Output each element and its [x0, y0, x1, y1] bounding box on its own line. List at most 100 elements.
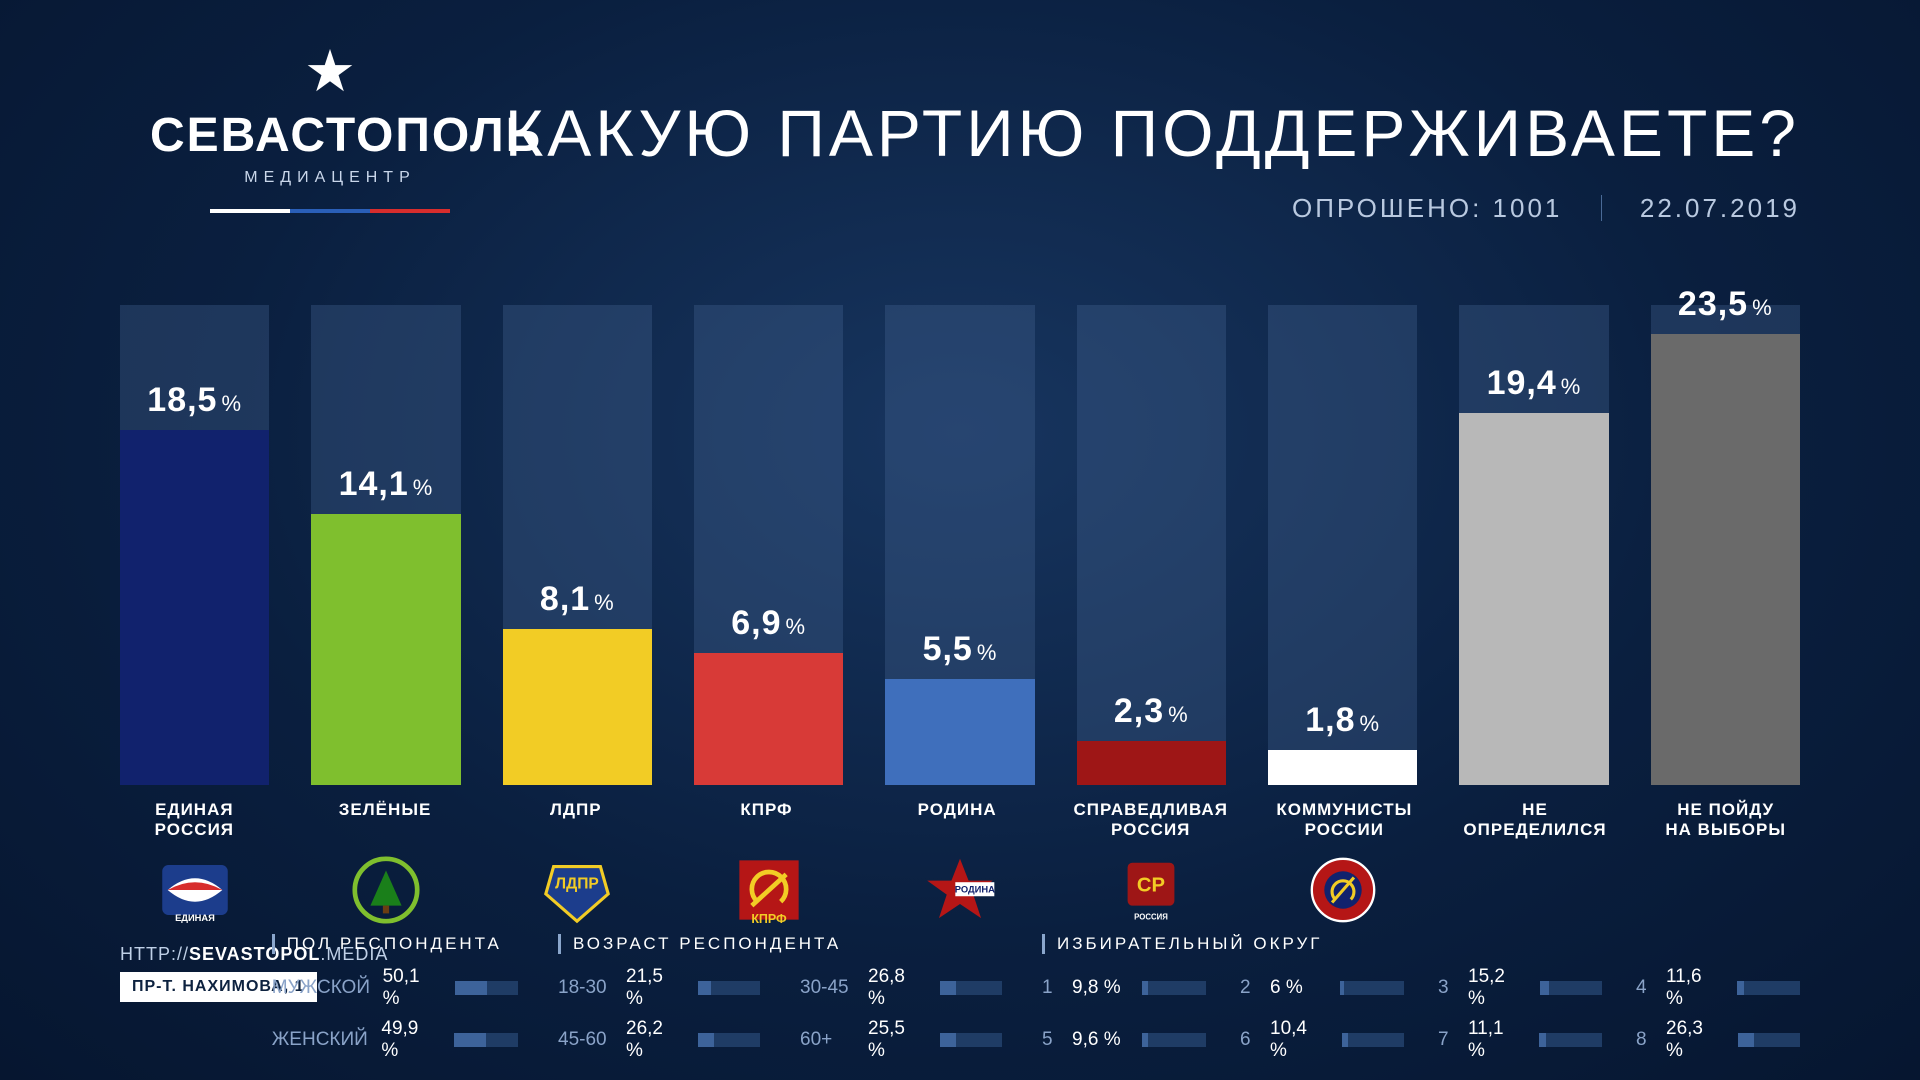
stat-value: 6 %	[1270, 977, 1326, 999]
stat-bar	[454, 1033, 518, 1047]
bar-fill	[1077, 741, 1226, 785]
bar-col: 18,5%	[120, 305, 269, 785]
brand-name: СЕВАСТОПОЛЬ	[150, 108, 510, 163]
stat-bar	[455, 981, 518, 995]
stat-row: 45-60 26,2 %	[558, 1018, 760, 1062]
stat-row: 4 11,6 %	[1636, 966, 1800, 1010]
bar-outer: 1,8%	[1268, 305, 1417, 785]
district-section: ИЗБИРАТЕЛЬНЫЙ ОКРУГ 1 9,8 % 2 6 % 3 15,2…	[1042, 934, 1800, 1044]
bar-fill	[1651, 334, 1800, 785]
stat-label: 30-45	[800, 977, 854, 999]
svg-text:КПРФ: КПРФ	[751, 912, 787, 926]
bar-value: 5,5%	[885, 630, 1034, 669]
main-bar-chart: 18,5% 14,1% 8,1% 6,9% 5,5% 2,3% 1,8% 19	[120, 305, 1800, 785]
stat-bar	[1737, 981, 1800, 995]
footer-stats: ПОЛ РЕСПОНДЕНТА МУЖСКОЙ 50,1 % ЖЕНСКИЙ 4…	[120, 934, 1800, 1044]
bar-caption: КОММУНИСТЫ РОССИИ	[1270, 800, 1419, 842]
bar-fill	[311, 514, 460, 785]
brand-block: ★ СЕВАСТОПОЛЬ МЕДИАЦЕНТР	[150, 55, 510, 213]
logo-empty	[1459, 850, 1608, 930]
bar-outer: 23,5%	[1651, 305, 1800, 785]
page-title: КАКУЮ ПАРТИЮ ПОДДЕРЖИВАЕТЕ?	[505, 95, 1800, 171]
svg-text:РОДИНА: РОДИНА	[955, 884, 995, 894]
stat-value: 15,2 %	[1468, 966, 1526, 1010]
bar-caption: НЕОПРЕДЕЛИЛСЯ	[1461, 800, 1610, 842]
stat-value: 49,9 %	[381, 1018, 440, 1062]
party-logo-icon: ЛДПР	[503, 850, 652, 930]
stat-label: 2	[1240, 977, 1256, 999]
gender-head: ПОЛ РЕСПОНДЕНТА	[272, 934, 518, 954]
sample-value: 1001	[1493, 193, 1563, 223]
stat-label: МУЖСКОЙ	[272, 977, 369, 999]
stat-bar	[940, 1033, 1002, 1047]
stat-bar	[1340, 981, 1404, 995]
bar-col: 8,1%	[503, 305, 652, 785]
district-head: ИЗБИРАТЕЛЬНЫЙ ОКРУГ	[1042, 934, 1800, 954]
svg-text:ЕДИНАЯ: ЕДИНАЯ	[175, 913, 215, 923]
stat-row: 6 10,4 %	[1240, 1018, 1404, 1062]
stat-label: 6	[1240, 1029, 1256, 1051]
stat-row: ЖЕНСКИЙ 49,9 %	[272, 1018, 518, 1062]
stat-row: 60+ 25,5 %	[800, 1018, 1002, 1062]
bar-caption: ЕДИНАЯ РОССИЯ	[120, 800, 269, 842]
bar-value: 1,8%	[1268, 701, 1417, 740]
party-logo-icon	[1268, 850, 1417, 930]
bar-col: 5,5%	[885, 305, 1034, 785]
stat-label: 7	[1438, 1029, 1454, 1051]
bar-caption: ЛДПР	[501, 800, 650, 842]
bar-col: 1,8%	[1268, 305, 1417, 785]
bar-caption: НЕ ПОЙДУНА ВЫБОРЫ	[1651, 800, 1800, 842]
stat-value: 26,2 %	[626, 1018, 684, 1062]
stat-value: 11,6 %	[1666, 966, 1723, 1010]
stat-row: 8 26,3 %	[1636, 1018, 1800, 1062]
meta-line: ОПРОШЕНО: 1001 22.07.2019	[505, 193, 1800, 224]
stat-value: 25,5 %	[868, 1018, 926, 1062]
logo-empty	[1651, 850, 1800, 930]
party-logo-icon: РОДИНА	[885, 850, 1034, 930]
bar-col: 6,9%	[694, 305, 843, 785]
bar-outer: 8,1%	[503, 305, 652, 785]
party-logos-row: ЕДИНАЯЛДПРКПРФРОДИНАСРРОССИЯ	[120, 850, 1800, 930]
stat-label: 8	[1636, 1029, 1652, 1051]
stat-value: 50,1 %	[383, 966, 441, 1010]
sample-label: ОПРОШЕНО:	[1292, 193, 1482, 223]
bar-col: 19,4%	[1459, 305, 1608, 785]
stat-value: 26,8 %	[868, 966, 926, 1010]
stat-row: 7 11,1 %	[1438, 1018, 1602, 1062]
stat-row: 5 9,6 %	[1042, 1018, 1206, 1062]
stat-row: 30-45 26,8 %	[800, 966, 1002, 1010]
stat-row: 2 6 %	[1240, 966, 1404, 1010]
bar-col: 14,1%	[311, 305, 460, 785]
bar-value: 23,5%	[1651, 285, 1800, 324]
stat-row: МУЖСКОЙ 50,1 %	[272, 966, 518, 1010]
bar-value: 2,3%	[1077, 692, 1226, 731]
stat-value: 21,5 %	[626, 966, 684, 1010]
stat-bar	[1342, 1033, 1404, 1047]
bar-caption: СПРАВЕДЛИВАЯ РОССИЯ	[1074, 800, 1228, 842]
svg-text:ЛДПР: ЛДПР	[555, 875, 599, 892]
stat-bar	[1540, 981, 1602, 995]
stat-label: 60+	[800, 1029, 854, 1051]
bar-caption: ЗЕЛЁНЫЕ	[311, 800, 460, 842]
bar-value: 19,4%	[1459, 364, 1608, 403]
svg-text:СР: СР	[1137, 875, 1165, 897]
bar-value: 8,1%	[503, 580, 652, 619]
stat-label: 45-60	[558, 1029, 612, 1051]
bar-caption: РОДИНА	[883, 800, 1032, 842]
age-section: ВОЗРАСТ РЕСПОНДЕНТА 18-30 21,5 % 30-45 2…	[558, 934, 1002, 1044]
bar-outer: 19,4%	[1459, 305, 1608, 785]
bar-fill	[885, 679, 1034, 785]
bar-captions: ЕДИНАЯ РОССИЯЗЕЛЁНЫЕЛДПРКПРФРОДИНАСПРАВЕ…	[120, 800, 1800, 842]
bar-outer: 14,1%	[311, 305, 460, 785]
bar-outer: 5,5%	[885, 305, 1034, 785]
bar-value: 6,9%	[694, 604, 843, 643]
stat-label: 5	[1042, 1029, 1058, 1051]
bar-outer: 2,3%	[1077, 305, 1226, 785]
stat-label: 1	[1042, 977, 1058, 999]
meta-sep	[1601, 195, 1602, 221]
stat-row: 18-30 21,5 %	[558, 966, 760, 1010]
stat-bar	[1539, 1033, 1602, 1047]
party-logo-icon	[311, 850, 460, 930]
stat-value: 10,4 %	[1270, 1018, 1328, 1062]
stat-bar	[940, 981, 1002, 995]
